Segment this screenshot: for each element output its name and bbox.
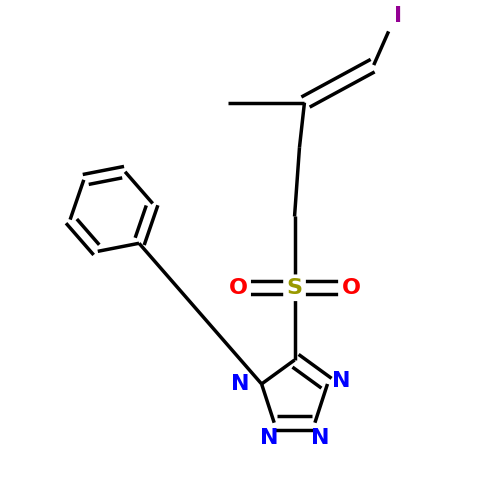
Text: I: I bbox=[394, 6, 402, 26]
Text: O: O bbox=[342, 278, 360, 298]
Text: O: O bbox=[228, 278, 248, 298]
Text: N: N bbox=[310, 428, 329, 448]
Text: N: N bbox=[332, 372, 351, 392]
Text: N: N bbox=[260, 428, 278, 448]
Text: S: S bbox=[286, 278, 302, 298]
Text: N: N bbox=[230, 374, 249, 394]
